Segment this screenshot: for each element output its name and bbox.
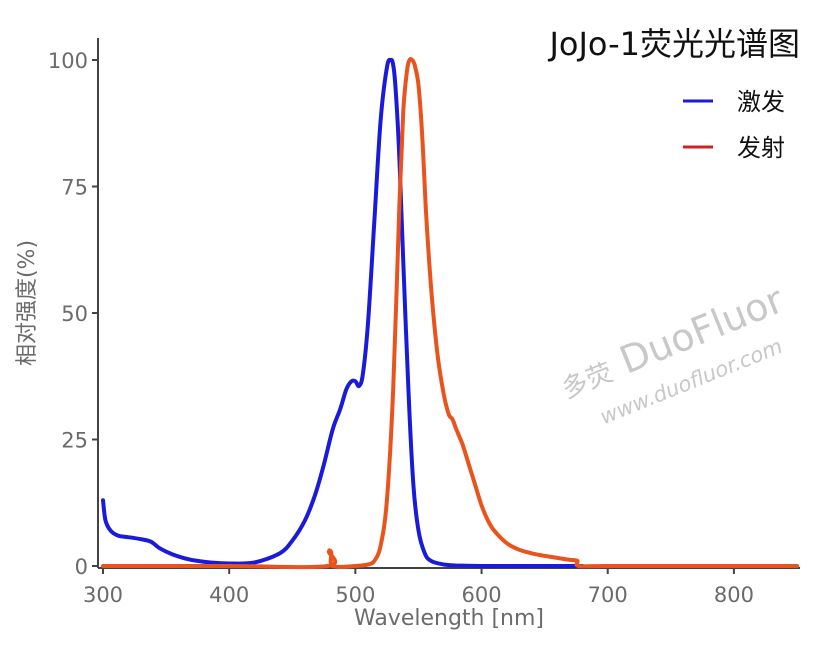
x-tick-label-700: 700 (588, 583, 628, 607)
series-line-emission (101, 57, 799, 570)
legend-label-0: 激发 (737, 88, 785, 116)
x-tick-label-400: 400 (209, 583, 249, 607)
x-axis-label: Wavelength [nm] (354, 606, 544, 631)
watermark: 多荧 DuoFluor www.duofluor.com (558, 277, 790, 429)
y-tick-label-0: 0 (75, 555, 88, 579)
x-tick-label-300: 300 (83, 583, 123, 607)
axes (97, 38, 800, 569)
series-layer (101, 57, 799, 570)
series-line-excitation (101, 57, 585, 569)
legend-label-1: 发射 (737, 134, 785, 162)
x-tick-label-600: 600 (461, 583, 501, 607)
y-tick-label-100: 100 (48, 49, 88, 73)
y-tick-label-50: 50 (61, 302, 88, 326)
chart-title: JoJo-1荧光光谱图 (547, 25, 800, 63)
watermark-logo: 多荧 (558, 358, 617, 405)
y-tick-label-75: 75 (61, 176, 88, 200)
ticks: 300 400 500 600 700 800 0 25 50 75 100 (48, 49, 754, 607)
x-tick-label-800: 800 (714, 583, 754, 607)
y-axis-label: 相对强度(%) (15, 240, 40, 366)
x-tick-label-500: 500 (335, 583, 375, 607)
y-tick-label-25: 25 (61, 429, 88, 453)
